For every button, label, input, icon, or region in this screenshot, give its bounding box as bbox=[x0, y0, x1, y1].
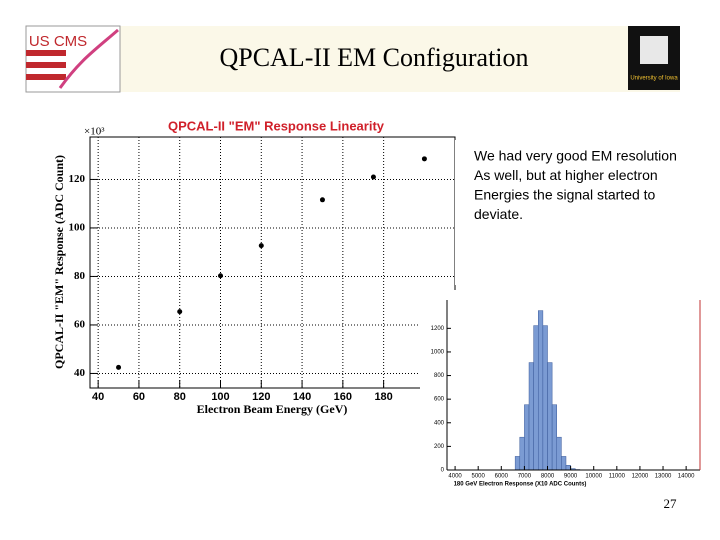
bar bbox=[528, 362, 534, 471]
x-tick-label: 100 bbox=[211, 391, 229, 403]
logo-stripe bbox=[26, 50, 66, 56]
y-tick-label: 400 bbox=[434, 420, 445, 426]
text-box bbox=[455, 140, 710, 285]
bar bbox=[556, 436, 562, 471]
y-tick-label: 80 bbox=[74, 270, 86, 282]
x-tick-label: 60 bbox=[133, 391, 145, 403]
y-tick-label: 1000 bbox=[431, 350, 445, 356]
logo-frame bbox=[25, 25, 121, 93]
logo-left: US CMS bbox=[25, 25, 121, 93]
logo-stripe bbox=[26, 62, 66, 68]
logo-stripe bbox=[26, 74, 66, 80]
x-tick-label: 14000 bbox=[678, 474, 695, 480]
bar bbox=[547, 362, 553, 471]
x-tick-label: 9000 bbox=[564, 474, 578, 480]
logo-arc bbox=[58, 28, 119, 89]
x-tick-label: 140 bbox=[293, 391, 311, 403]
body-line: As well, but at higher electron bbox=[474, 167, 658, 183]
logo-text: University of Iowa bbox=[630, 76, 678, 82]
x-tick-label: 4000 bbox=[448, 474, 462, 480]
x-tick-label: 40 bbox=[92, 391, 104, 403]
y-tick-label: 120 bbox=[69, 173, 86, 185]
y-tick-label: 100 bbox=[69, 221, 86, 233]
chart-title: QPCAL-II "EM" Response Linearity bbox=[168, 118, 385, 133]
logo-building bbox=[640, 36, 668, 64]
body-line: Energies the signal started to bbox=[474, 187, 656, 203]
bar bbox=[519, 436, 525, 471]
y-tick-label: 1200 bbox=[431, 326, 445, 332]
y-axis-label: QPCAL-II "EM" Response (ADC Count) bbox=[52, 155, 66, 369]
point bbox=[319, 197, 325, 203]
bar bbox=[551, 404, 557, 471]
x-tick-label: 7000 bbox=[518, 474, 532, 480]
x-tick-label: 8000 bbox=[541, 474, 555, 480]
body-line: deviate. bbox=[474, 206, 523, 222]
header-band bbox=[26, 26, 680, 92]
axis-multiplier: ×10³ bbox=[84, 126, 105, 138]
y-tick-label: 60 bbox=[74, 318, 86, 330]
point bbox=[370, 174, 376, 180]
bar bbox=[538, 310, 544, 471]
x-tick-label: 6000 bbox=[495, 474, 509, 480]
x-tick-label: 13000 bbox=[655, 474, 672, 480]
x-tick-label: 5000 bbox=[472, 474, 486, 480]
x-tick-label: 10000 bbox=[585, 474, 602, 480]
y-tick-label: 800 bbox=[434, 373, 445, 379]
point bbox=[421, 156, 427, 162]
slide-title: QPCAL-II EM Configuration bbox=[219, 43, 528, 72]
bar bbox=[524, 404, 530, 471]
y-tick-label: 600 bbox=[434, 397, 445, 403]
point bbox=[177, 309, 183, 315]
bar bbox=[565, 465, 571, 471]
logo-text: US CMS bbox=[29, 33, 87, 50]
histogram-chart: 0 200 400 600 800 1000 1200 4000 5000 6000 7000 800… bbox=[420, 290, 710, 490]
x-tick-label: 80 bbox=[174, 391, 186, 403]
x-axis-label: Electron Beam Energy (GeV) bbox=[197, 402, 348, 416]
x-axis-label: 180 GeV Electron Response (X10 ADC Count… bbox=[454, 482, 587, 488]
bar bbox=[542, 325, 548, 471]
point bbox=[258, 243, 264, 249]
body-text: We had very good EM resolution As well, b… bbox=[474, 148, 677, 223]
point bbox=[116, 364, 122, 370]
x-tick-label: 180 bbox=[374, 391, 392, 403]
body-line: We had very good EM resolution bbox=[474, 148, 677, 164]
y-tick-label: 40 bbox=[74, 367, 86, 379]
bar bbox=[514, 456, 521, 471]
page-number: 27 bbox=[664, 496, 678, 511]
linearity-chart: 40 60 80 100 120 40 60 80 100 120 140 160 180 QPCAL-I… bbox=[52, 118, 456, 416]
y-tick-label: 0 bbox=[441, 468, 445, 474]
logo-right: University of Iowa bbox=[628, 26, 680, 90]
x-tick-label: 11000 bbox=[609, 474, 626, 480]
point bbox=[218, 273, 224, 279]
x-tick-label: 160 bbox=[334, 391, 352, 403]
bar bbox=[561, 456, 567, 471]
x-tick-label: 12000 bbox=[632, 474, 649, 480]
x-tick-label: 120 bbox=[252, 391, 270, 403]
bar bbox=[533, 325, 539, 471]
y-tick-label: 200 bbox=[434, 444, 445, 450]
